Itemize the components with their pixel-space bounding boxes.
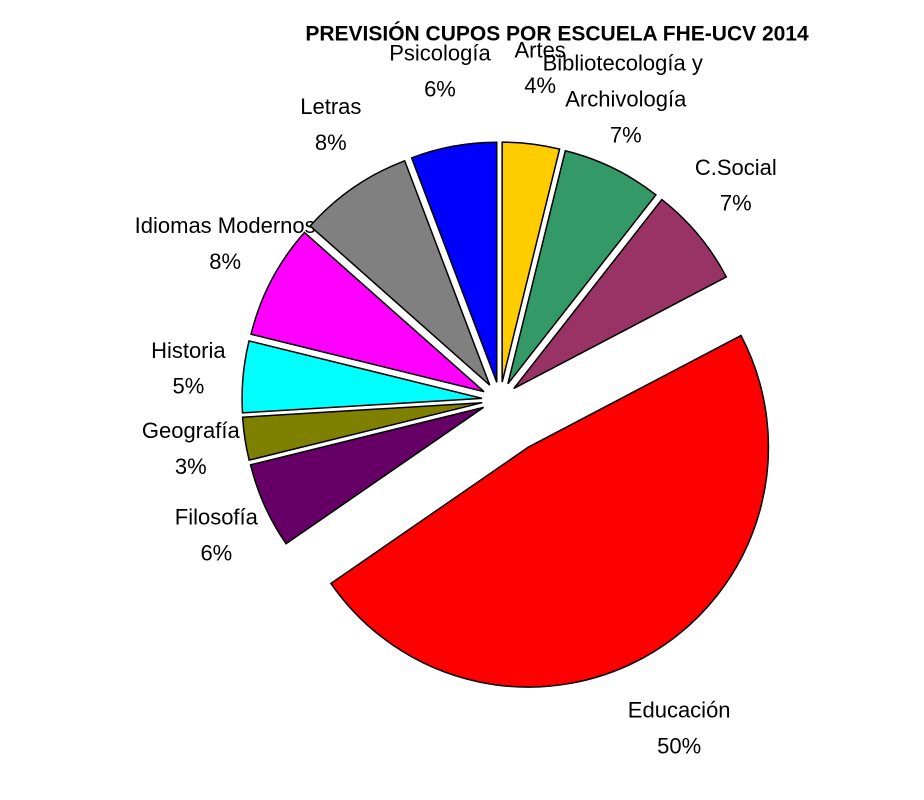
- value-label: 6%: [424, 76, 456, 101]
- category-label: Bibliotecología y Archivología: [543, 50, 709, 111]
- value-label: 4%: [524, 73, 556, 98]
- pie-slice: [249, 406, 485, 545]
- category-label: Filosofía: [175, 504, 259, 529]
- category-label: Artes: [514, 37, 565, 62]
- pie-slice: [501, 141, 561, 383]
- pie-slice: [513, 198, 728, 390]
- value-label: 6%: [200, 540, 232, 565]
- value-label: 50%: [657, 733, 701, 758]
- pie-slice: [241, 340, 483, 414]
- category-label: Psicología: [389, 40, 491, 65]
- category-label: Letras: [300, 94, 361, 119]
- value-label: 8%: [315, 130, 347, 155]
- value-label: 3%: [175, 454, 207, 479]
- pie-slice: [250, 231, 485, 393]
- pie-slice: [507, 149, 657, 385]
- category-label: Idiomas Modernos: [135, 213, 316, 238]
- value-label: 8%: [209, 249, 241, 274]
- pie-slice: [410, 141, 498, 383]
- category-label: Historia: [151, 338, 226, 363]
- category-label: Geografía: [142, 418, 241, 443]
- category-label: C.Social: [695, 155, 777, 180]
- pie-slice: [309, 159, 491, 386]
- chart-title: PREVISIÓN CUPOS POR ESCUELA FHE-UCV 2014: [305, 22, 809, 46]
- category-label: Educación: [628, 697, 731, 722]
- value-label: 7%: [720, 191, 752, 216]
- pie-slice: [329, 334, 770, 688]
- value-label: 5%: [172, 374, 204, 399]
- value-label: 7%: [610, 122, 642, 147]
- pie-slice: [241, 401, 483, 462]
